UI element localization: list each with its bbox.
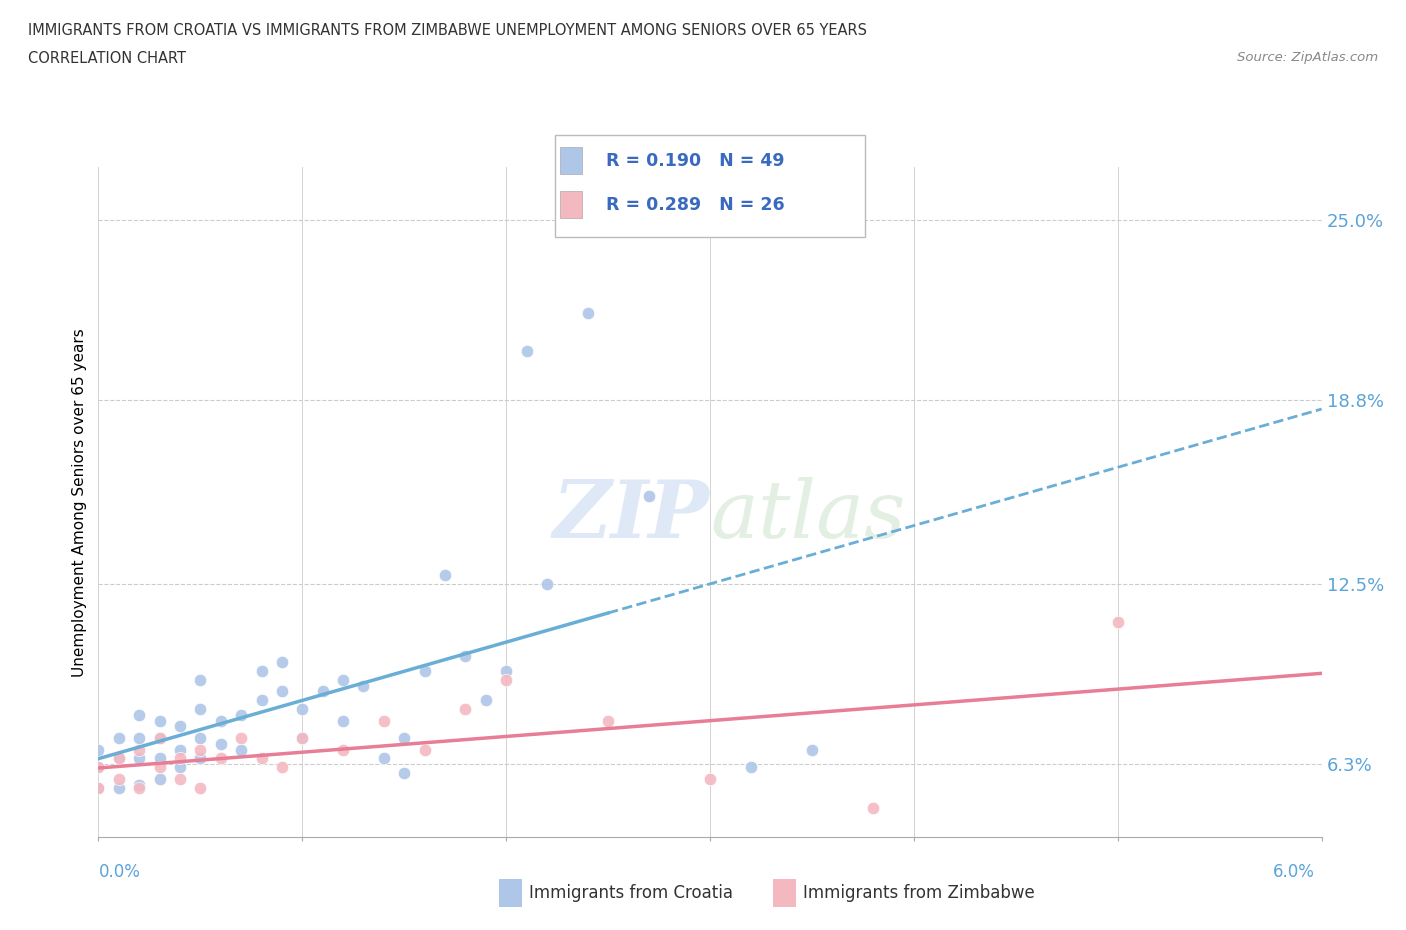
Text: Source: ZipAtlas.com: Source: ZipAtlas.com (1237, 51, 1378, 64)
Point (108, 731, 131, 746)
Point (454, 701, 477, 716)
Point (188, 742, 212, 757)
Point (311, 684, 335, 698)
Point (149, 771, 172, 786)
Point (270, 655, 292, 670)
Point (188, 751, 212, 765)
Text: atlas: atlas (710, 477, 905, 554)
Point (576, 306, 599, 321)
Point (108, 780, 131, 795)
Point (373, 751, 395, 765)
Point (801, 742, 824, 757)
Text: IMMIGRANTS FROM CROATIA VS IMMIGRANTS FROM ZIMBABWE UNEMPLOYMENT AMONG SENIORS O: IMMIGRANTS FROM CROATIA VS IMMIGRANTS FR… (28, 23, 868, 38)
Point (231, 731, 253, 746)
Point (699, 771, 721, 786)
Point (209, 751, 232, 765)
Point (87, 780, 110, 795)
Point (270, 684, 292, 698)
Point (128, 708, 150, 723)
Point (413, 742, 436, 757)
Point (250, 751, 273, 765)
Point (169, 742, 191, 757)
Text: R = 0.190   N = 49: R = 0.190 N = 49 (606, 152, 785, 170)
Y-axis label: Unemployment Among Seniors over 65 years: Unemployment Among Seniors over 65 years (72, 328, 87, 677)
Point (250, 664, 273, 679)
Point (87, 760, 110, 775)
Text: ZIP: ZIP (553, 477, 710, 554)
Point (231, 708, 253, 723)
Point (250, 693, 273, 708)
Point (392, 765, 416, 780)
Point (149, 731, 172, 746)
Point (188, 672, 212, 687)
Point (332, 672, 354, 687)
Point (454, 649, 477, 664)
Point (373, 713, 395, 728)
Point (169, 771, 191, 786)
Point (332, 742, 354, 757)
Point (169, 719, 191, 734)
Point (188, 731, 212, 746)
Point (128, 742, 150, 757)
Text: 6.0%: 6.0% (1272, 863, 1315, 881)
Point (108, 751, 131, 765)
Point (87, 780, 110, 795)
Text: Immigrants from Croatia: Immigrants from Croatia (529, 884, 733, 902)
Point (291, 731, 314, 746)
Point (637, 489, 661, 504)
Point (169, 760, 191, 775)
Text: CORRELATION CHART: CORRELATION CHART (28, 51, 186, 66)
Point (332, 713, 354, 728)
Point (87, 742, 110, 757)
Point (108, 751, 131, 765)
Point (188, 780, 212, 795)
Text: 0.0%: 0.0% (98, 863, 141, 881)
Point (231, 742, 253, 757)
Point (209, 737, 232, 751)
Point (495, 664, 517, 679)
Point (149, 751, 172, 765)
Point (128, 777, 150, 792)
Point (516, 343, 538, 358)
Point (209, 713, 232, 728)
Point (149, 731, 172, 746)
Point (169, 751, 191, 765)
Point (149, 713, 172, 728)
Point (270, 760, 292, 775)
Point (352, 678, 374, 693)
Point (149, 760, 172, 775)
Point (413, 664, 436, 679)
Point (862, 801, 884, 816)
Text: Immigrants from Zimbabwe: Immigrants from Zimbabwe (803, 884, 1035, 902)
Point (740, 760, 762, 775)
Point (598, 713, 620, 728)
Point (1107, 614, 1129, 629)
Point (291, 701, 314, 716)
Point (108, 771, 131, 786)
Point (188, 701, 212, 716)
Point (392, 731, 416, 746)
Point (128, 751, 150, 765)
Point (495, 672, 517, 687)
Point (433, 567, 456, 582)
Point (474, 693, 498, 708)
Point (128, 780, 150, 795)
Text: R = 0.289   N = 26: R = 0.289 N = 26 (606, 195, 785, 214)
Point (536, 577, 558, 591)
Point (128, 731, 150, 746)
Point (291, 731, 314, 746)
Point (87, 760, 110, 775)
